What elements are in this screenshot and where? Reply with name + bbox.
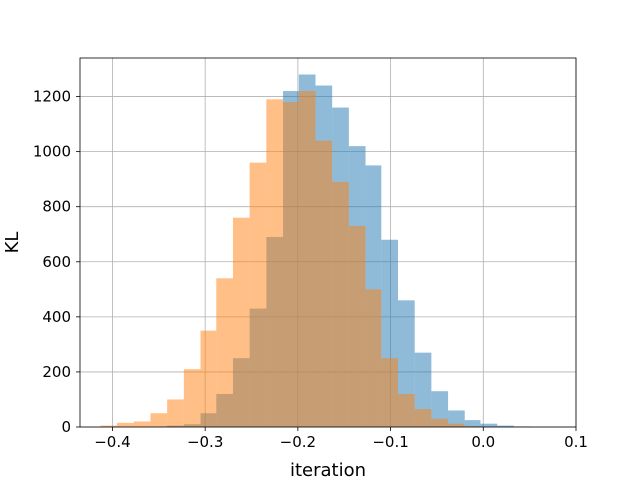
histogram-bar bbox=[348, 225, 366, 427]
histogram-bar bbox=[266, 99, 284, 427]
y-tick-label: 400 bbox=[42, 308, 71, 326]
histogram-bar bbox=[133, 421, 151, 427]
x-tick-label: −0.1 bbox=[372, 433, 408, 451]
histogram-bar bbox=[332, 181, 349, 427]
y-tick-label: 1000 bbox=[33, 143, 71, 161]
histogram-bar bbox=[448, 423, 465, 427]
y-tick-label: 200 bbox=[42, 363, 71, 381]
histogram-bar bbox=[431, 391, 449, 427]
x-tick-label: −0.3 bbox=[187, 433, 223, 451]
histogram-bar bbox=[117, 422, 134, 427]
plot-frame bbox=[79, 57, 577, 428]
histogram-bar bbox=[448, 410, 465, 427]
histogram-bar bbox=[414, 352, 432, 427]
histogram-bar bbox=[150, 413, 168, 427]
histogram-bar bbox=[298, 91, 316, 428]
histogram-bar bbox=[183, 369, 201, 427]
y-axis-label: KL bbox=[2, 232, 23, 254]
histogram-bar bbox=[480, 423, 498, 427]
y-tick-label: 0 bbox=[61, 418, 71, 436]
histogram-bars bbox=[100, 74, 531, 428]
histogram-bar bbox=[100, 425, 118, 427]
x-tick-label: 0.1 bbox=[564, 433, 588, 451]
histogram-bar bbox=[283, 102, 299, 428]
y-tick-label: 1200 bbox=[33, 88, 71, 106]
histogram-bar bbox=[414, 409, 432, 427]
x-axis-label: iteration bbox=[290, 460, 366, 480]
x-axis-ticks: −0.4 −0.3 −0.2 −0.1 0.0 0.1 bbox=[94, 427, 588, 451]
x-tick-label: −0.4 bbox=[94, 433, 130, 451]
histogram-bar bbox=[232, 217, 250, 427]
x-tick-label: −0.2 bbox=[280, 433, 316, 451]
histogram-bar bbox=[315, 140, 333, 427]
histogram-bar bbox=[216, 278, 233, 427]
x-tick-label: 0.0 bbox=[471, 433, 495, 451]
histogram-bar bbox=[497, 425, 514, 427]
histogram-bar bbox=[431, 418, 449, 427]
histogram-bar bbox=[200, 330, 217, 427]
y-axis-ticks: 0 200 400 600 800 1000 1200 bbox=[33, 88, 80, 436]
histogram-bar bbox=[249, 162, 267, 427]
histogram-bar bbox=[365, 289, 382, 427]
histogram-bar bbox=[167, 399, 184, 427]
y-tick-label: 800 bbox=[42, 198, 71, 216]
histogram-bar bbox=[397, 393, 415, 427]
histogram-bar bbox=[464, 420, 481, 427]
histogram-bar bbox=[464, 426, 481, 427]
histogram-bar bbox=[381, 358, 398, 427]
y-tick-label: 600 bbox=[42, 253, 71, 271]
